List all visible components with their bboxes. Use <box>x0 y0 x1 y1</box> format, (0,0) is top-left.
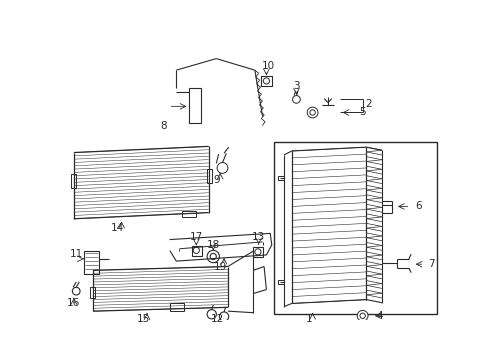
Circle shape <box>309 110 315 115</box>
Text: 18: 18 <box>206 240 220 250</box>
Bar <box>71 174 76 188</box>
Bar <box>207 170 212 183</box>
Bar <box>261 76 271 86</box>
Text: 10: 10 <box>262 61 275 71</box>
Text: 2: 2 <box>365 99 371 109</box>
Circle shape <box>210 253 216 260</box>
Text: 1: 1 <box>305 314 311 324</box>
Bar <box>182 211 195 217</box>
Bar <box>90 287 95 298</box>
Text: 14: 14 <box>111 223 124 233</box>
Circle shape <box>72 287 80 295</box>
Text: 15: 15 <box>136 314 149 324</box>
Text: 3: 3 <box>292 81 299 91</box>
Circle shape <box>263 78 269 84</box>
Text: 12: 12 <box>211 314 224 324</box>
Bar <box>189 88 201 122</box>
Text: 7: 7 <box>427 259 434 269</box>
Text: 11: 11 <box>69 249 82 259</box>
Circle shape <box>306 107 317 118</box>
Circle shape <box>217 163 227 173</box>
Bar <box>277 280 284 284</box>
Circle shape <box>254 249 261 255</box>
Bar <box>84 251 99 274</box>
Circle shape <box>219 312 228 321</box>
Bar <box>277 176 284 180</box>
Circle shape <box>357 310 367 321</box>
Circle shape <box>207 250 219 263</box>
Text: 5: 5 <box>359 108 365 117</box>
Text: 16: 16 <box>67 298 81 309</box>
Circle shape <box>359 313 365 319</box>
Bar <box>274 142 436 314</box>
Text: 19: 19 <box>213 261 226 271</box>
Circle shape <box>292 95 300 103</box>
Circle shape <box>207 310 216 319</box>
Bar <box>253 247 263 257</box>
Circle shape <box>193 247 199 253</box>
Text: 9: 9 <box>213 175 219 185</box>
Text: 6: 6 <box>414 202 421 211</box>
Text: 13: 13 <box>251 232 265 242</box>
Bar <box>191 246 202 256</box>
Text: 4: 4 <box>375 311 382 321</box>
Text: 17: 17 <box>189 232 203 242</box>
Text: 8: 8 <box>161 121 167 131</box>
Bar <box>170 303 183 311</box>
